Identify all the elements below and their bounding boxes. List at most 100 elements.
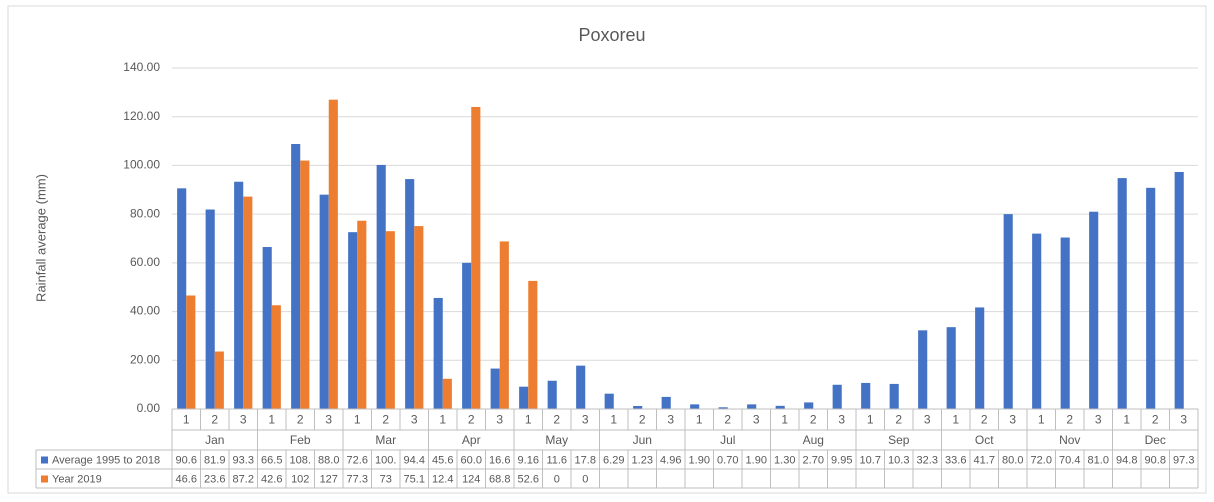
x-tick-label: 2 bbox=[981, 413, 988, 427]
y-tick-label: 140.00 bbox=[123, 60, 160, 74]
x-tick-label: 1 bbox=[525, 413, 532, 427]
data-table-value: 68.8 bbox=[489, 473, 510, 485]
data-table-value: 94.8 bbox=[1116, 454, 1137, 466]
data-table-value: 93.3 bbox=[233, 454, 254, 466]
bar bbox=[661, 396, 671, 409]
legend-swatch bbox=[41, 475, 48, 483]
bar bbox=[357, 220, 367, 409]
data-table-value: 10.3 bbox=[888, 454, 909, 466]
y-tick-label: 40.00 bbox=[130, 304, 160, 318]
x-tick-label: 2 bbox=[211, 413, 218, 427]
bar bbox=[1032, 233, 1042, 409]
data-table-value: 10.7 bbox=[860, 454, 881, 466]
bar bbox=[405, 179, 415, 409]
bar bbox=[718, 407, 728, 409]
data-table-value: 81.0 bbox=[1088, 454, 1109, 466]
x-tick-label: 3 bbox=[240, 413, 247, 427]
month-label: Feb bbox=[290, 433, 311, 447]
data-table-value: 11.6 bbox=[546, 454, 567, 466]
bar bbox=[1117, 178, 1127, 409]
legend-label: Average 1995 to 2018 bbox=[52, 454, 160, 466]
bar bbox=[385, 231, 395, 409]
data-table-value: 2.70 bbox=[803, 454, 824, 466]
x-tick-label: 2 bbox=[468, 413, 475, 427]
x-tick-label: 1 bbox=[439, 413, 446, 427]
bar bbox=[547, 380, 557, 409]
x-tick-label: 3 bbox=[753, 413, 760, 427]
data-table-value: 90.6 bbox=[176, 454, 197, 466]
y-tick-label: 60.00 bbox=[130, 255, 160, 269]
data-table-value: 46.6 bbox=[176, 473, 197, 485]
x-tick-label: 3 bbox=[1009, 413, 1016, 427]
chart-title: Poxoreu bbox=[578, 25, 645, 45]
data-table-value: 4.96 bbox=[660, 454, 681, 466]
bar bbox=[291, 143, 301, 409]
data-table-value: 9.16 bbox=[518, 454, 539, 466]
x-tick-label: 1 bbox=[1123, 413, 1130, 427]
x-tick-label: 2 bbox=[1066, 413, 1073, 427]
bar bbox=[832, 384, 842, 409]
bar bbox=[1060, 237, 1070, 409]
data-table-value: 97.3 bbox=[1173, 454, 1194, 466]
bar bbox=[490, 368, 500, 409]
x-tick-label: 2 bbox=[553, 413, 560, 427]
data-table-value: 32.3 bbox=[917, 454, 938, 466]
bar bbox=[975, 307, 985, 409]
x-tick-label: 3 bbox=[924, 413, 931, 427]
x-tick-label: 1 bbox=[354, 413, 361, 427]
legend-label: Year 2019 bbox=[52, 473, 102, 485]
bar bbox=[319, 194, 329, 409]
data-table-value: 1.30 bbox=[774, 454, 795, 466]
x-tick-label: 1 bbox=[268, 413, 275, 427]
data-table-value: 77.3 bbox=[347, 473, 368, 485]
bar bbox=[499, 241, 509, 409]
data-table-value: 6.29 bbox=[603, 454, 624, 466]
data-table-value: 17.8 bbox=[575, 454, 596, 466]
data-table-value: 108. bbox=[290, 454, 311, 466]
bar bbox=[462, 262, 472, 409]
data-table-value: 102 bbox=[291, 473, 309, 485]
bar bbox=[604, 393, 614, 409]
data-table-value: 1.23 bbox=[632, 454, 653, 466]
x-tick-label: 3 bbox=[1095, 413, 1102, 427]
legend-swatch bbox=[41, 456, 48, 464]
data-table-value: 0 bbox=[582, 473, 588, 485]
x-tick-label: 1 bbox=[867, 413, 874, 427]
data-table-value: 0 bbox=[554, 473, 560, 485]
bar bbox=[214, 351, 224, 409]
x-tick-label: 3 bbox=[582, 413, 589, 427]
x-tick-label: 1 bbox=[183, 413, 190, 427]
x-tick-label: 3 bbox=[496, 413, 503, 427]
month-label: Jun bbox=[633, 433, 652, 447]
y-tick-label: 120.00 bbox=[123, 109, 160, 123]
data-table-value: 1.90 bbox=[689, 454, 710, 466]
data-table-value: 81.9 bbox=[204, 454, 225, 466]
data-table-value: 127 bbox=[320, 473, 338, 485]
month-label: Aug bbox=[803, 433, 824, 447]
bar bbox=[775, 405, 785, 409]
y-tick-label: 20.00 bbox=[130, 352, 160, 366]
data-table-value: 88.0 bbox=[318, 454, 339, 466]
bar bbox=[205, 209, 215, 409]
bar bbox=[1146, 187, 1156, 409]
x-tick-label: 2 bbox=[639, 413, 646, 427]
month-label: Jan bbox=[205, 433, 224, 447]
data-table-value: 12.4 bbox=[432, 473, 453, 485]
data-table-value: 52.6 bbox=[518, 473, 539, 485]
x-tick-label: 1 bbox=[1038, 413, 1045, 427]
bar bbox=[471, 106, 481, 409]
data-table-value: 33.6 bbox=[945, 454, 966, 466]
bar bbox=[376, 164, 386, 409]
x-tick-label: 3 bbox=[667, 413, 674, 427]
bar bbox=[414, 226, 424, 409]
data-table-value: 90.8 bbox=[1145, 454, 1166, 466]
data-table-value: 0.70 bbox=[717, 454, 738, 466]
x-tick-label: 2 bbox=[1152, 413, 1159, 427]
data-table-value: 16.6 bbox=[489, 454, 510, 466]
bar bbox=[243, 196, 253, 409]
bar bbox=[528, 280, 538, 409]
x-tick-label: 1 bbox=[952, 413, 959, 427]
x-tick-label: 2 bbox=[810, 413, 817, 427]
x-tick-label: 2 bbox=[382, 413, 389, 427]
